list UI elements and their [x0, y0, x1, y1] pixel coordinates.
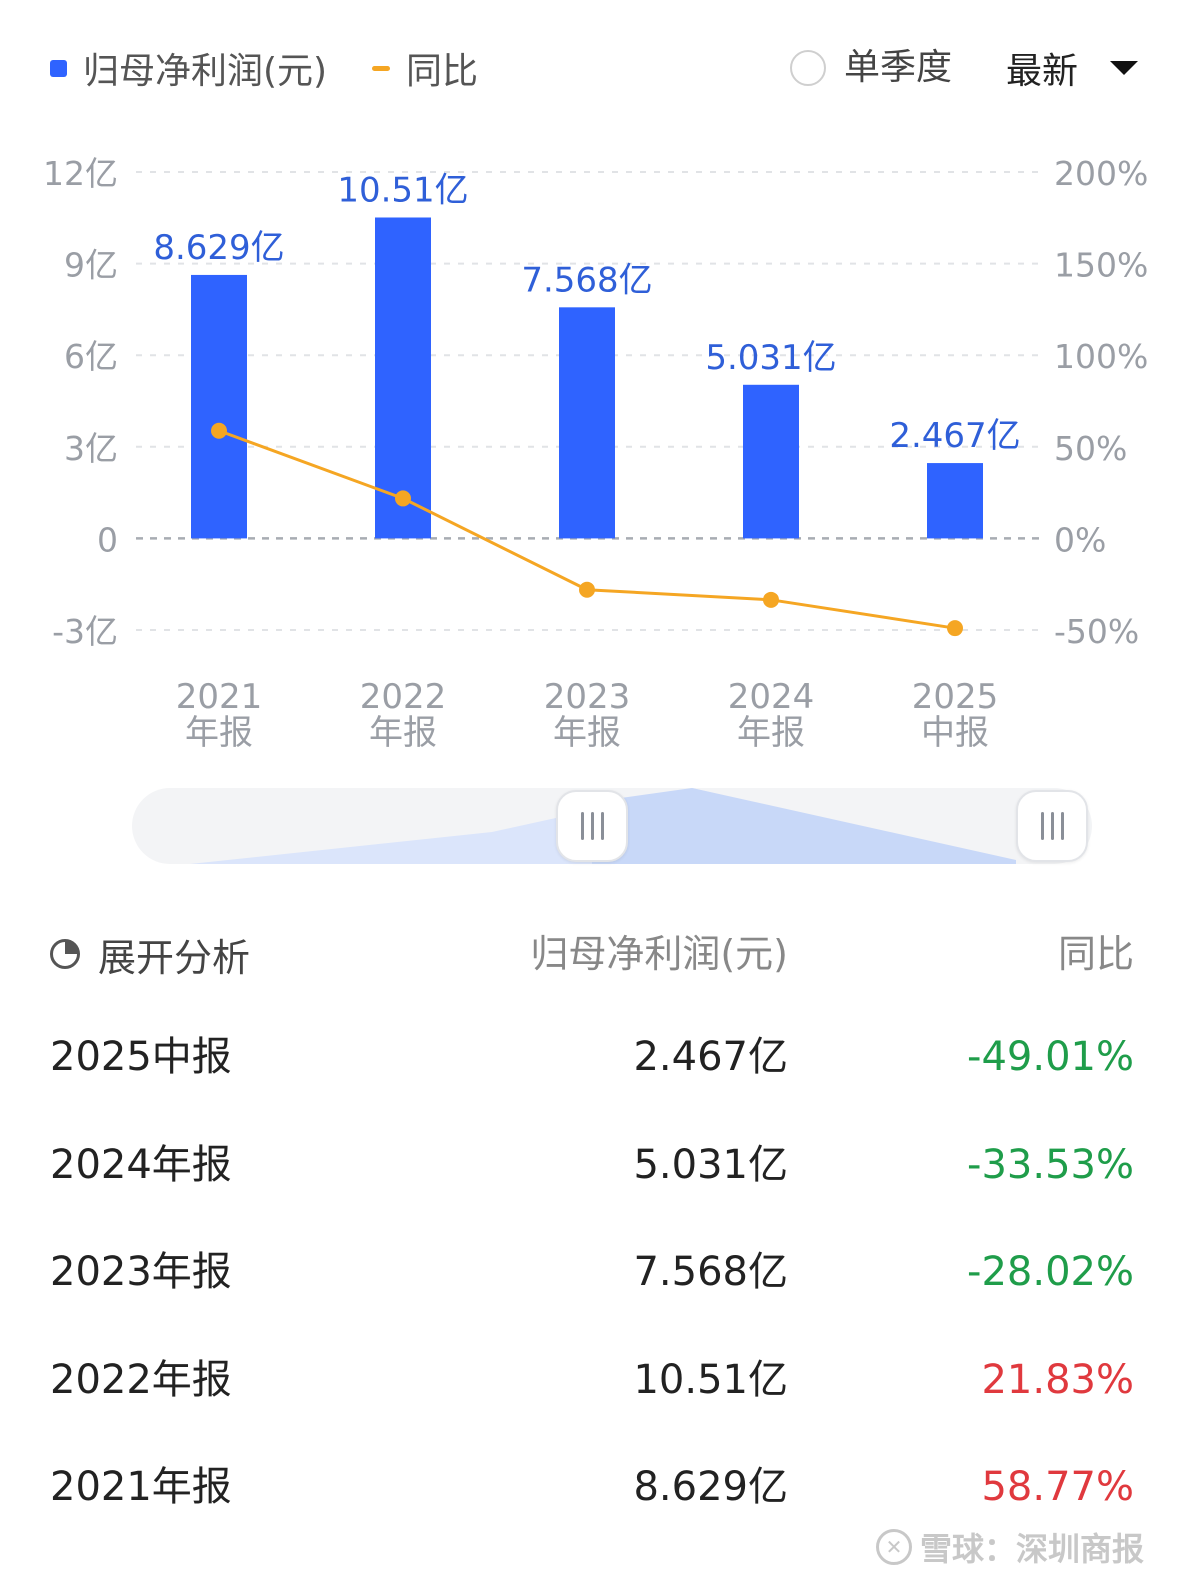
column-header-value: 归母净利润(元)	[530, 932, 788, 976]
single-quarter-radio[interactable]	[790, 50, 826, 86]
bar	[375, 217, 431, 539]
bar	[927, 463, 983, 539]
yoy-point	[579, 581, 595, 598]
period-dropdown-label: 最新	[1005, 51, 1078, 92]
row-value: 10.51亿	[633, 1356, 788, 1403]
table-row[interactable]: 2021年报 8.629亿 58.77%	[50, 1452, 1134, 1522]
bar-data-label: 5.031亿	[705, 338, 836, 378]
x-axis-tick-label: 2021	[176, 677, 263, 717]
x-axis-tick-label: 中报	[921, 713, 989, 753]
table-header: 展开分析 归母净利润(元) 同比	[50, 922, 1134, 986]
bar-data-label: 8.629亿	[153, 228, 284, 268]
bar-data-label: 2.467亿	[889, 416, 1020, 456]
watermark: ✕ 雪球：深圳商报	[875, 1524, 1144, 1570]
expand-analysis-button[interactable]: 展开分析	[50, 922, 250, 986]
slider-left-handle[interactable]	[556, 790, 628, 862]
row-period: 2025中报	[50, 1034, 232, 1080]
period-dropdown[interactable]: 最新	[1006, 40, 1138, 96]
legend-yoy-swatch	[372, 65, 390, 71]
left-axis-tick-label: 12亿	[43, 154, 118, 193]
yoy-point	[211, 422, 227, 439]
chevron-down-icon	[1110, 61, 1138, 75]
right-axis-tick-label: -50%	[1054, 612, 1139, 651]
x-axis-tick-label: 年报	[369, 713, 437, 753]
row-yoy: -49.01%	[967, 1034, 1134, 1080]
row-period: 2021年报	[50, 1464, 232, 1510]
x-axis-tick-label: 年报	[185, 713, 253, 753]
row-value: 5.031亿	[633, 1141, 788, 1188]
x-axis-tick-label: 年报	[737, 713, 805, 753]
right-axis-tick-label: 100%	[1054, 337, 1148, 376]
legend-profit-label: 归母净利润(元)	[83, 51, 328, 92]
right-axis-tick-label: 50%	[1054, 429, 1127, 468]
yoy-point	[947, 620, 963, 637]
legend-item-yoy[interactable]: 同比	[372, 40, 478, 96]
right-axis-tick-label: 0%	[1054, 520, 1106, 559]
row-value: 2.467亿	[633, 1034, 788, 1080]
legend-yoy-label: 同比	[406, 51, 479, 92]
table-row[interactable]: 2024年报 5.031亿 -33.53%	[50, 1130, 1134, 1200]
x-axis-tick-label: 2025	[912, 677, 999, 717]
chart-legend: 归母净利润(元) 同比 单季度 最新	[50, 40, 1138, 96]
profit-chart: 12亿 9亿 6亿 3亿 0 -3亿 200% 150% 100% 50% 0% -50% 8.629亿…	[43, 154, 1148, 753]
row-value: 8.629亿	[633, 1464, 788, 1510]
bar	[743, 384, 799, 539]
table-row[interactable]: 2023年报 7.568亿 -28.02%	[50, 1237, 1134, 1307]
row-value: 7.568亿	[633, 1249, 788, 1295]
bar-data-label: 10.51亿	[337, 170, 468, 210]
bar	[191, 274, 247, 539]
expand-analysis-label: 展开分析	[98, 935, 251, 980]
watermark-text: 雪球：深圳商报	[919, 1530, 1144, 1568]
x-axis-tick-label: 年报	[553, 713, 621, 753]
right-axis-tick-label: 200%	[1054, 154, 1148, 193]
row-period: 2023年报	[50, 1249, 232, 1295]
row-yoy: -33.53%	[967, 1141, 1134, 1188]
legend-item-profit[interactable]: 归母净利润(元)	[50, 40, 327, 96]
column-header-yoy: 同比	[1057, 932, 1134, 976]
pie-chart-icon	[50, 939, 80, 969]
left-axis-tick-label: 6亿	[64, 337, 118, 376]
slider-right-handle[interactable]	[1016, 790, 1088, 862]
x-axis-tick-label: 2023	[544, 677, 631, 717]
x-axis-tick-label: 2022	[360, 677, 447, 717]
xueqiu-logo-icon: ✕	[875, 1529, 912, 1565]
row-yoy: -28.02%	[967, 1249, 1134, 1295]
left-axis-tick-label: -3亿	[52, 612, 118, 651]
right-axis-tick-label: 150%	[1054, 246, 1148, 285]
row-period: 2024年报	[50, 1141, 232, 1188]
yoy-point	[763, 591, 779, 608]
row-period: 2022年报	[50, 1356, 232, 1403]
single-quarter-label[interactable]: 单季度	[844, 47, 953, 88]
row-yoy: 21.83%	[981, 1356, 1134, 1403]
legend-profit-swatch	[50, 59, 67, 77]
left-axis-tick-label: 0	[97, 520, 118, 559]
left-axis-tick-label: 3亿	[64, 429, 118, 468]
table-row[interactable]: 2025中报 2.467亿 -49.01%	[50, 1022, 1134, 1092]
bar	[559, 307, 615, 539]
left-axis-tick-label: 9亿	[64, 246, 118, 285]
x-axis-tick-label: 2024	[728, 677, 815, 717]
row-yoy: 58.77%	[981, 1464, 1134, 1510]
bar-data-label: 7.568亿	[521, 260, 652, 300]
table-row[interactable]: 2022年报 10.51亿 21.83%	[50, 1345, 1134, 1415]
yoy-point	[395, 490, 411, 507]
